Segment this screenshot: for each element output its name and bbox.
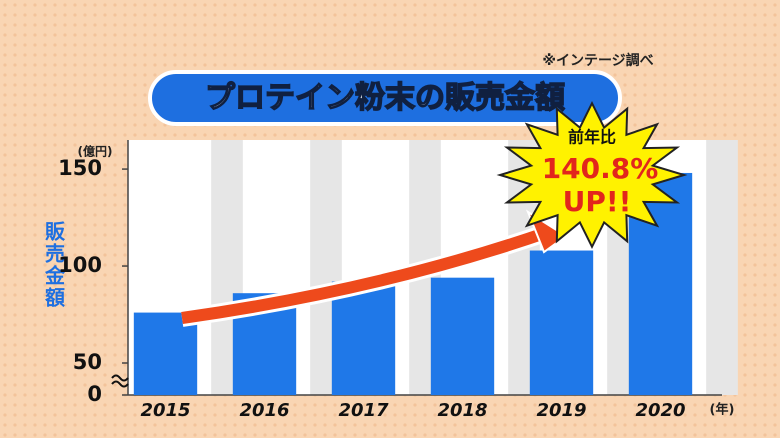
x-tick-label: 2019 <box>536 400 586 421</box>
axis-break <box>111 374 129 382</box>
axis-break <box>111 380 129 388</box>
y-axis-label: 販売金額 <box>42 221 66 309</box>
chart-title: プロテイン粉末の販売金額 <box>205 81 565 116</box>
source-note: ※インテージ調べ <box>542 52 653 69</box>
trend-arrow <box>181 226 550 324</box>
bar <box>331 281 396 395</box>
bar <box>430 277 495 395</box>
x-tick-label: 2017 <box>338 400 389 421</box>
y-tick-label: 0 <box>87 382 102 406</box>
annotation-line: 前年比 <box>568 128 616 147</box>
starburst <box>496 100 688 250</box>
title-pill <box>148 70 622 126</box>
x-tick-label: 2015 <box>140 400 190 421</box>
y-tick-label: 50 <box>73 350 102 374</box>
annotation-line: 140.8% <box>542 152 659 185</box>
y-tick-label: 150 <box>58 156 102 180</box>
y-tick-label: 100 <box>58 253 102 277</box>
annotation-line: UP!! <box>563 185 632 218</box>
plot-stripe <box>706 140 738 395</box>
bar <box>529 250 594 395</box>
x-unit: (年) <box>710 402 735 418</box>
x-tick-label: 2018 <box>437 400 487 421</box>
y-unit: (億円) <box>78 144 113 159</box>
x-tick-label: 2020 <box>635 400 685 421</box>
x-tick-label: 2016 <box>239 400 289 421</box>
